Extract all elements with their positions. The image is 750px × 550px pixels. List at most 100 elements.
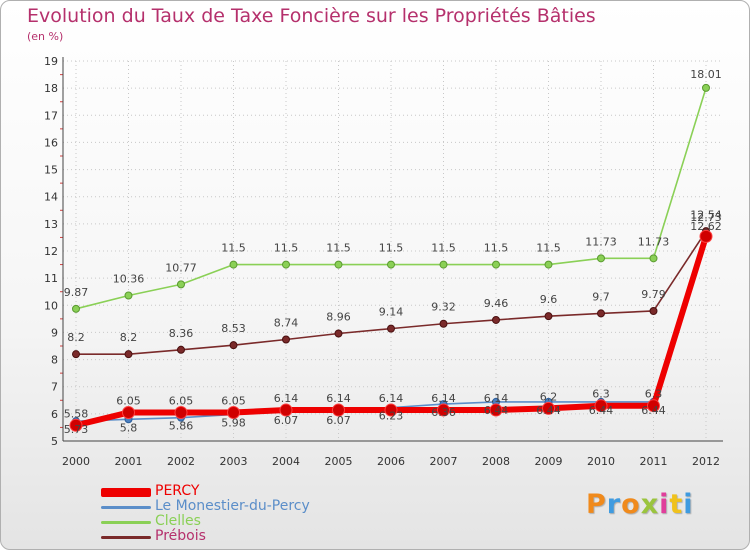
data-label-le-monestier-du-percy-2009: 6.44 xyxy=(536,404,561,417)
point-prebois-2006 xyxy=(387,324,395,333)
data-label-clelles-2012: 18.01 xyxy=(690,68,722,81)
x-tick-label-2008: 2008 xyxy=(482,455,510,468)
y-tick-label-7: 7 xyxy=(51,381,58,394)
point-percy-2007 xyxy=(437,403,450,417)
data-label-le-monestier-du-percy-2011: 6.44 xyxy=(641,404,666,417)
data-label-percy-2001: 6.05 xyxy=(116,395,141,408)
point-percy-2002 xyxy=(174,406,188,419)
point-clelles-2003 xyxy=(229,260,238,269)
data-label-clelles-2005: 11.5 xyxy=(326,242,351,255)
point-clelles-2007 xyxy=(439,260,448,269)
point-percy-2008 xyxy=(489,403,503,417)
point-prebois-2005 xyxy=(334,329,343,338)
point-clelles-2002 xyxy=(177,280,185,289)
point-clelles-2001 xyxy=(124,291,133,300)
x-tick-label-2009: 2009 xyxy=(535,455,563,468)
point-prebois-2009 xyxy=(544,312,553,321)
y-tick-label-9: 9 xyxy=(51,326,58,339)
logo-letter-6: i xyxy=(683,489,694,520)
data-label-prebois-2008: 9.46 xyxy=(484,297,509,310)
data-label-prebois-2005: 8.96 xyxy=(326,311,351,324)
data-label-percy-2002: 6.05 xyxy=(169,395,194,408)
legend-label-clelles: Clelles xyxy=(155,513,201,529)
x-tick-label-2002: 2002 xyxy=(167,455,195,468)
y-tick-label-12: 12 xyxy=(44,245,58,258)
logo-letter-4: i xyxy=(659,489,670,520)
logo-letter-0: P xyxy=(586,489,607,520)
data-label-le-monestier-du-percy-2003: 5.98 xyxy=(221,416,246,429)
point-clelles-2012 xyxy=(702,83,710,92)
point-percy-2001 xyxy=(122,406,135,419)
point-clelles-2009 xyxy=(544,260,553,269)
data-label-percy-2012: 12.54 xyxy=(690,208,722,221)
point-prebois-2007 xyxy=(439,319,448,328)
data-label-clelles-2003: 11.5 xyxy=(221,242,246,255)
data-label-clelles-2008: 11.5 xyxy=(484,242,509,255)
y-tick-label-19: 19 xyxy=(44,55,58,68)
y-tick-label-5: 5 xyxy=(51,435,58,448)
data-label-clelles-2006: 11.5 xyxy=(379,242,404,255)
point-percy-2003 xyxy=(227,406,240,419)
data-label-clelles-2001: 10.36 xyxy=(113,273,145,286)
point-clelles-2008 xyxy=(492,260,500,269)
legend-label-prebois: Prébois xyxy=(155,528,206,544)
y-tick-label-8: 8 xyxy=(51,354,58,367)
x-tick-label-2005: 2005 xyxy=(325,455,353,468)
data-label-le-monestier-du-percy-2008: 6.44 xyxy=(484,404,509,417)
data-label-percy-2010: 6.3 xyxy=(592,388,610,401)
data-label-prebois-2011: 9.79 xyxy=(641,288,666,301)
data-label-percy-2008: 6.14 xyxy=(484,392,509,405)
y-tick-label-6: 6 xyxy=(51,408,58,421)
data-label-prebois-2007: 9.32 xyxy=(431,301,456,314)
point-clelles-2010 xyxy=(597,254,605,263)
point-clelles-2005 xyxy=(334,260,343,269)
point-percy-2005 xyxy=(332,403,345,417)
data-label-le-monestier-du-percy-2005: 6.07 xyxy=(326,414,351,427)
x-tick-label-2000: 2000 xyxy=(62,455,90,468)
data-label-prebois-2003: 8.53 xyxy=(221,322,246,335)
data-label-percy-2009: 6.2 xyxy=(540,390,558,403)
data-label-le-monestier-du-percy-2006: 6.23 xyxy=(379,410,404,423)
point-prebois-2004 xyxy=(282,335,290,344)
data-label-prebois-2012: 12.73 xyxy=(690,211,722,224)
point-percy-2011 xyxy=(647,399,660,413)
data-label-le-monestier-du-percy-2012: 12.62 xyxy=(690,220,722,233)
legend-swatch-percy xyxy=(101,488,151,497)
data-label-percy-2007: 6.14 xyxy=(431,392,456,405)
legend-swatch-le-monestier-du-percy xyxy=(101,506,151,509)
data-label-clelles-2010: 11.73 xyxy=(585,235,617,248)
point-prebois-2002 xyxy=(177,345,185,354)
x-tick-label-2001: 2001 xyxy=(115,455,143,468)
data-label-percy-2003: 6.05 xyxy=(221,395,246,408)
point-prebois-2010 xyxy=(597,309,605,318)
point-percy-2006 xyxy=(384,403,398,417)
point-prebois-2008 xyxy=(492,315,500,324)
x-tick-label-2010: 2010 xyxy=(587,455,615,468)
logo-letter-1: r xyxy=(606,489,622,520)
point-percy-2009 xyxy=(542,401,555,415)
y-tick-label-17: 17 xyxy=(44,109,58,122)
proxiti-logo: Proxiti xyxy=(586,489,694,520)
data-label-clelles-2009: 11.5 xyxy=(536,242,561,255)
data-label-clelles-2002: 10.77 xyxy=(165,261,197,274)
data-label-le-monestier-du-percy-2002: 5.86 xyxy=(169,420,194,433)
y-tick-label-13: 13 xyxy=(44,218,58,231)
point-clelles-2011 xyxy=(649,254,658,263)
data-label-clelles-2000: 9.87 xyxy=(64,286,89,299)
x-tick-label-2004: 2004 xyxy=(272,455,300,468)
data-label-percy-2004: 6.14 xyxy=(274,392,299,405)
y-tick-label-16: 16 xyxy=(44,136,58,149)
x-tick-label-2003: 2003 xyxy=(220,455,248,468)
legend-swatch-prebois xyxy=(101,536,151,539)
data-label-prebois-2004: 8.74 xyxy=(274,316,299,329)
data-label-percy-2011: 6.3 xyxy=(645,388,663,401)
x-tick-label-2007: 2007 xyxy=(430,455,458,468)
y-tick-label-11: 11 xyxy=(44,272,58,285)
point-percy-2010 xyxy=(594,399,608,413)
x-tick-label-2006: 2006 xyxy=(377,455,405,468)
legend-swatch-clelles xyxy=(101,521,151,524)
logo-letter-3: x xyxy=(640,489,660,520)
point-prebois-2001 xyxy=(124,350,133,359)
